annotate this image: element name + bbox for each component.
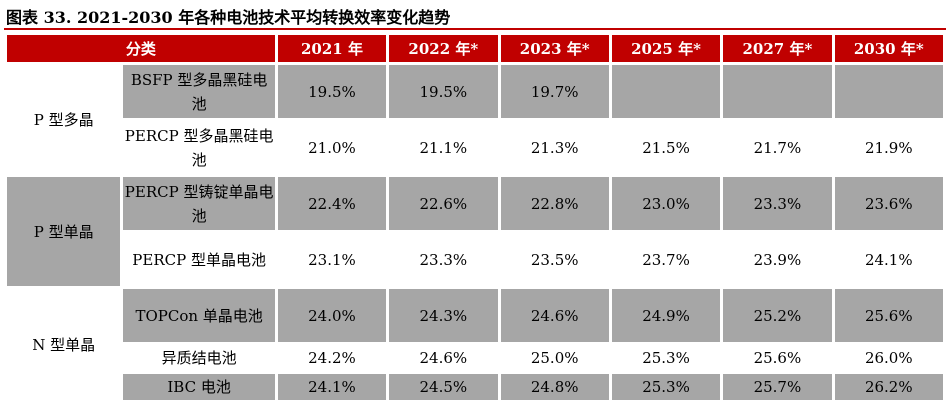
table-cell: 23.5% [500, 233, 609, 286]
row-label: PERCP 型铸锭单晶电池 [123, 177, 275, 230]
table-cell: 24.2% [277, 345, 387, 371]
table-cell: 24.6% [389, 345, 498, 371]
table-cell: 23.7% [611, 233, 721, 286]
table-cell: 24.1% [277, 374, 387, 400]
table-cell: 19.5% [277, 65, 387, 118]
row-label: PERCP 型单晶电池 [123, 233, 275, 286]
table-cell: 26.2% [834, 374, 943, 400]
row-label: PERCP 型多晶黑硅电池 [123, 121, 275, 174]
table-cell: 21.9% [834, 121, 943, 174]
header-year-2023: 2023 年* [500, 35, 609, 62]
table-row: 异质结电池 24.2% 24.6% 25.0% 25.3% 25.6% 26.0… [7, 345, 943, 371]
table-cell [834, 65, 943, 118]
table-cell: 21.7% [723, 121, 832, 174]
header-year-2021: 2021 年 [277, 35, 387, 62]
table-cell: 24.3% [389, 289, 498, 342]
table-cell: 24.0% [277, 289, 387, 342]
table-row: P 型单晶 PERCP 型铸锭单晶电池 22.4% 22.6% 22.8% 23… [7, 177, 943, 286]
group-n-mono: N 型单晶 [7, 289, 121, 400]
table-cell: 21.1% [389, 121, 498, 174]
table-cell: 24.6% [500, 289, 609, 342]
row-label: 异质结电池 [123, 345, 275, 371]
table-row: PERCP 型多晶黑硅电池 21.0% 21.1% 21.3% 21.5% 21… [7, 121, 943, 174]
table-cell: 24.5% [389, 374, 498, 400]
table-cell [611, 65, 721, 118]
table-cell: 25.3% [611, 374, 721, 400]
table-row: IBC 电池 24.1% 24.5% 24.8% 25.3% 25.7% 26.… [7, 374, 943, 400]
table-cell: 23.9% [723, 233, 832, 286]
table-cell: 24.1% [834, 233, 943, 286]
page-title: 图表 33. 2021-2030 年各种电池技术平均转换效率变化趋势 [6, 8, 451, 27]
row-label: IBC 电池 [123, 374, 275, 400]
header-category: 分类 [7, 35, 275, 62]
group-p-mono: P 型单晶 [7, 177, 121, 286]
table-cell: 23.0% [611, 177, 721, 230]
table-cell: 19.7% [500, 65, 609, 118]
table-cell: 22.8% [500, 177, 609, 230]
table-cell: 25.6% [834, 289, 943, 342]
table-row: PERCP 型单晶电池 23.1% 23.3% 23.5% 23.7% 23.9… [7, 233, 943, 286]
header-year-2030: 2030 年* [834, 35, 943, 62]
group-p-multi: P 型多晶 [7, 65, 121, 174]
title-divider [4, 28, 946, 30]
table-cell: 23.6% [834, 177, 943, 230]
table-cell: 25.6% [723, 345, 832, 371]
table-cell: 21.0% [277, 121, 387, 174]
table-row: N 型单晶 TOPCon 单晶电池 24.0% 24.3% 24.6% 24.9… [7, 289, 943, 400]
table-cell [723, 65, 832, 118]
table-cell: 24.8% [500, 374, 609, 400]
header-year-2022: 2022 年* [389, 35, 498, 62]
table-header-row: 分类 2021 年 2022 年* 2023 年* 2025 年* 2027 年… [7, 35, 943, 62]
table-cell: 22.6% [389, 177, 498, 230]
table-cell: 23.1% [277, 233, 387, 286]
table-cell: 25.3% [611, 345, 721, 371]
row-label: TOPCon 单晶电池 [123, 289, 275, 342]
table-cell: 19.5% [389, 65, 498, 118]
table-cell: 21.5% [611, 121, 721, 174]
header-year-2025: 2025 年* [611, 35, 721, 62]
table-row: P 型多晶 BSFP 型多晶黑硅电池 19.5% 19.5% 19.7% [7, 65, 943, 174]
header-year-2027: 2027 年* [723, 35, 832, 62]
table-cell: 23.3% [389, 233, 498, 286]
efficiency-table: 分类 2021 年 2022 年* 2023 年* 2025 年* 2027 年… [4, 32, 946, 403]
table-cell: 24.9% [611, 289, 721, 342]
table-cell: 25.0% [500, 345, 609, 371]
row-label: BSFP 型多晶黑硅电池 [123, 65, 275, 118]
table-cell: 21.3% [500, 121, 609, 174]
table-cell: 25.7% [723, 374, 832, 400]
table-cell: 23.3% [723, 177, 832, 230]
table-cell: 25.2% [723, 289, 832, 342]
table-cell: 22.4% [277, 177, 387, 230]
table-cell: 26.0% [834, 345, 943, 371]
